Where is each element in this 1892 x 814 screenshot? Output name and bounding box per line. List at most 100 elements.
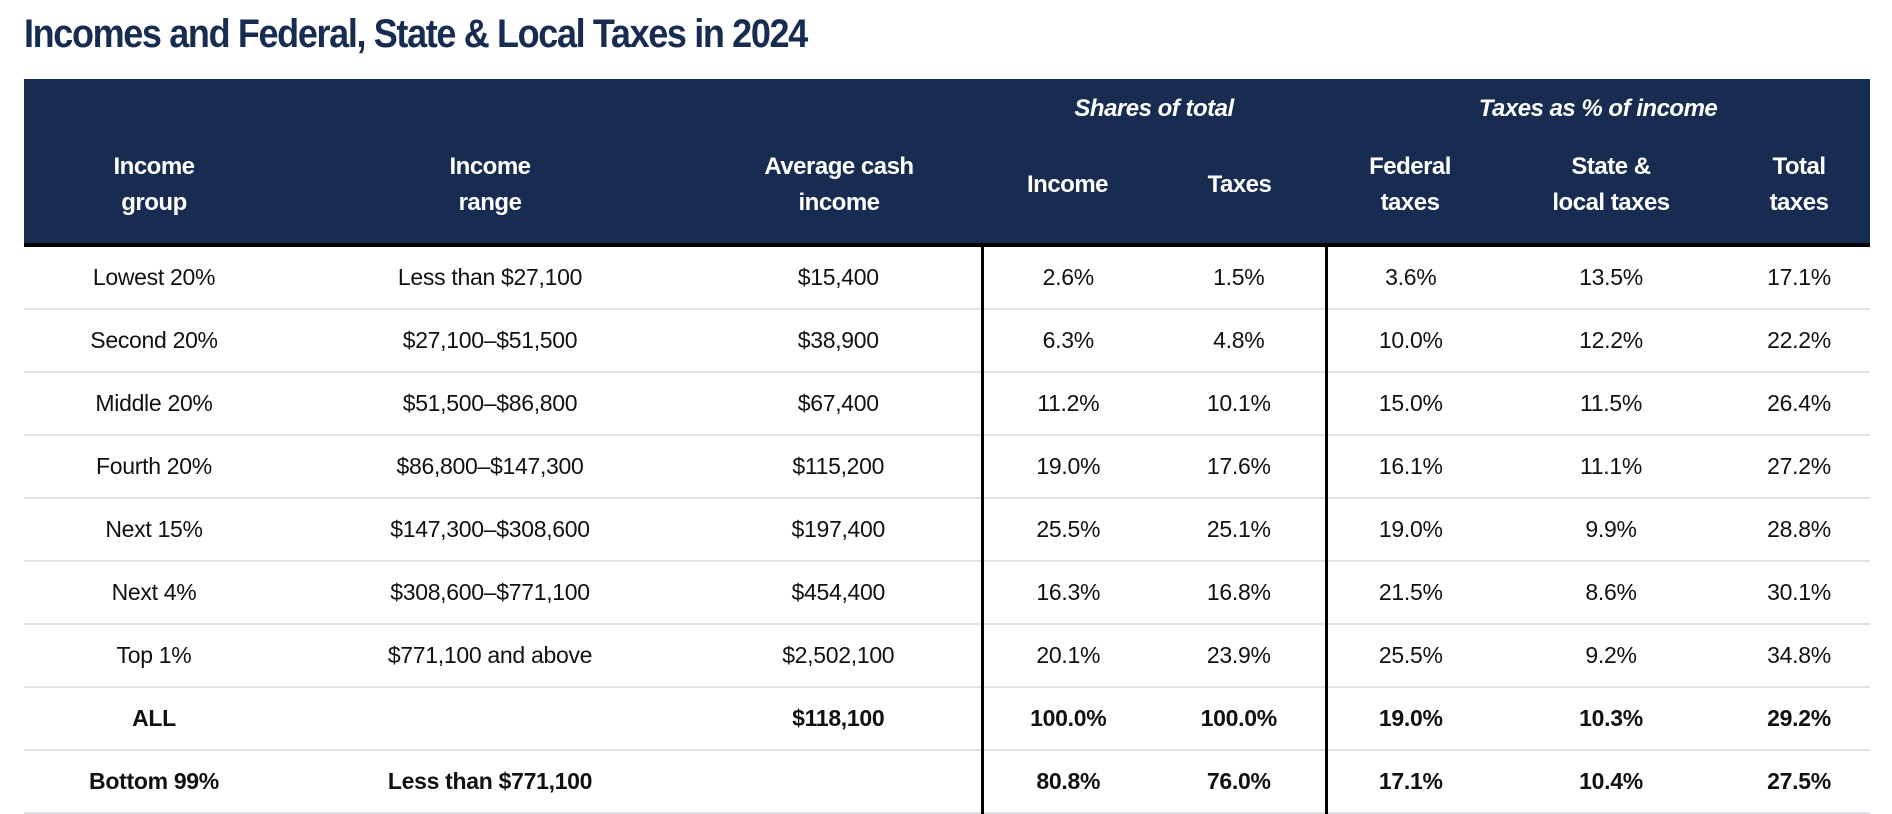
- table-row: Top 1% $771,100 and above $2,502,100 20.1% 2…: [24, 624, 1871, 688]
- cell-income-group: Top 1%: [24, 624, 284, 688]
- column-header-line: Average cash: [764, 153, 914, 180]
- cell-total-taxes-pct: 17.1%: [1728, 245, 1871, 310]
- cell-average-cash-income: $38,900: [696, 309, 982, 373]
- cell-average-cash-income: $454,400: [696, 561, 982, 625]
- table-row: ALL $118,100 100.0% 100.0% 19.0% 10.3% 29.2%: [24, 687, 1871, 751]
- cell-average-cash-income: $197,400: [696, 498, 982, 562]
- cell-total-taxes-pct: 26.4%: [1728, 372, 1871, 436]
- column-header-line: taxes: [1380, 189, 1440, 216]
- cell-total-taxes-pct: 34.8%: [1728, 624, 1871, 688]
- table-row: Fourth 20% $86,800–$147,300 $115,200 19.0% 1…: [24, 435, 1871, 499]
- cell-total-taxes-pct: 22.2%: [1728, 309, 1871, 373]
- cell-share-taxes: 4.8%: [1153, 309, 1327, 373]
- cell-share-taxes: 76.0%: [1153, 750, 1327, 814]
- column-header-line: range: [458, 189, 522, 216]
- cell-share-taxes: 25.1%: [1153, 498, 1327, 562]
- cell-share-income: 2.6%: [980, 245, 1153, 310]
- cell-state-local-taxes-pct: 10.4%: [1494, 750, 1729, 814]
- cell-income-range: $771,100 and above: [284, 624, 696, 688]
- cell-federal-taxes-pct: 25.5%: [1324, 624, 1495, 688]
- cell-share-taxes: 1.5%: [1153, 245, 1327, 310]
- cell-state-local-taxes-pct: 10.3%: [1494, 687, 1729, 751]
- cell-average-cash-income: $118,100: [696, 687, 982, 751]
- cell-total-taxes-pct: 30.1%: [1728, 561, 1871, 625]
- table-row: Middle 20% $51,500–$86,800 $67,400 11.2% 10.…: [24, 372, 1871, 436]
- cell-average-cash-income: $15,400: [696, 245, 982, 310]
- column-header-line: local taxes: [1552, 189, 1670, 216]
- cell-income-group: Fourth 20%: [24, 435, 284, 499]
- column-header-total-taxes-pct: Total taxes: [1728, 131, 1871, 247]
- cell-total-taxes-pct: 27.2%: [1728, 435, 1871, 499]
- cell-income-group: Second 20%: [24, 309, 284, 373]
- cell-federal-taxes-pct: 15.0%: [1324, 372, 1495, 436]
- table-row: Lowest 20% Less than $27,100 $15,400 2.6% 1.…: [24, 245, 1871, 310]
- table-row: Next 4% $308,600–$771,100 $454,400 16.3% 16.…: [24, 561, 1871, 625]
- cell-income-range: $51,500–$86,800: [284, 372, 696, 436]
- cell-federal-taxes-pct: 17.1%: [1324, 750, 1495, 814]
- cell-federal-taxes-pct: 19.0%: [1324, 687, 1495, 751]
- cell-total-taxes-pct: 28.8%: [1728, 498, 1871, 562]
- column-header-state-local-taxes-pct: State & local taxes: [1494, 131, 1729, 247]
- cell-average-cash-income: $2,502,100: [696, 624, 982, 688]
- column-header-income-group: Income group: [24, 131, 284, 247]
- cell-share-income: 80.8%: [980, 750, 1153, 814]
- cell-federal-taxes-pct: 10.0%: [1324, 309, 1495, 373]
- column-header-line: Federal: [1369, 153, 1451, 180]
- cell-income-group: Next 15%: [24, 498, 284, 562]
- column-header-line: Income: [1026, 171, 1109, 198]
- cell-income-range: $308,600–$771,100: [284, 561, 696, 625]
- page-title: Incomes and Federal, State & Local Taxes…: [24, 12, 808, 56]
- column-header-share-income: Income: [982, 131, 1153, 247]
- cell-share-taxes: 16.8%: [1153, 561, 1327, 625]
- cell-share-taxes: 100.0%: [1153, 687, 1327, 751]
- cell-share-income: 11.2%: [980, 372, 1153, 436]
- cell-state-local-taxes-pct: 9.9%: [1494, 498, 1729, 562]
- cell-share-taxes: 17.6%: [1153, 435, 1327, 499]
- cell-state-local-taxes-pct: 8.6%: [1494, 561, 1729, 625]
- cell-share-income: 6.3%: [980, 309, 1153, 373]
- cell-state-local-taxes-pct: 11.5%: [1494, 372, 1729, 436]
- column-header-line: income: [798, 189, 880, 216]
- income-tax-table: Shares of total Taxes as % of income Inc…: [24, 79, 1871, 814]
- cell-income-range: Less than $771,100: [284, 750, 696, 814]
- cell-share-taxes: 10.1%: [1153, 372, 1327, 436]
- cell-income-range: [284, 687, 696, 751]
- cell-share-income: 100.0%: [980, 687, 1153, 751]
- cell-total-taxes-pct: 27.5%: [1728, 750, 1871, 814]
- cell-state-local-taxes-pct: 12.2%: [1494, 309, 1729, 373]
- column-header-income-range: Income range: [284, 131, 696, 247]
- cell-average-cash-income: $115,200: [696, 435, 982, 499]
- table-row: Next 15% $147,300–$308,600 $197,400 25.5% 25…: [24, 498, 1871, 562]
- cell-share-income: 20.1%: [980, 624, 1153, 688]
- cell-state-local-taxes-pct: 9.2%: [1494, 624, 1729, 688]
- column-header-line: Income: [113, 153, 195, 180]
- cell-income-range: Less than $27,100: [284, 245, 696, 310]
- cell-share-taxes: 23.9%: [1153, 624, 1327, 688]
- cell-share-income: 19.0%: [980, 435, 1153, 499]
- cell-state-local-taxes-pct: 13.5%: [1494, 245, 1729, 310]
- column-header-line: taxes: [1769, 189, 1829, 216]
- header-group-taxes-pct: Taxes as % of income: [1326, 79, 1871, 131]
- column-header-line: group: [121, 189, 187, 216]
- column-header-line: Taxes: [1207, 171, 1272, 198]
- column-header-line: Income: [449, 153, 531, 180]
- cell-income-range: $147,300–$308,600: [284, 498, 696, 562]
- cell-federal-taxes-pct: 3.6%: [1324, 245, 1495, 310]
- cell-total-taxes-pct: 29.2%: [1728, 687, 1871, 751]
- cell-income-group: Middle 20%: [24, 372, 284, 436]
- cell-share-income: 25.5%: [980, 498, 1153, 562]
- cell-income-range: $27,100–$51,500: [284, 309, 696, 373]
- table-row: Second 20% $27,100–$51,500 $38,900 6.3% 4.8%…: [24, 309, 1871, 373]
- header-group-shares: Shares of total: [982, 79, 1327, 131]
- cell-income-group: ALL: [24, 687, 284, 751]
- column-header-line: Total: [1772, 153, 1826, 180]
- cell-income-group: Lowest 20%: [24, 245, 284, 310]
- table-row: Bottom 99% Less than $771,100 80.8% 76.0% 17…: [24, 750, 1871, 814]
- cell-federal-taxes-pct: 16.1%: [1324, 435, 1495, 499]
- column-header-share-taxes: Taxes: [1153, 131, 1327, 247]
- column-header-federal-taxes-pct: Federal taxes: [1326, 131, 1495, 247]
- cell-average-cash-income: [696, 750, 982, 814]
- cell-share-income: 16.3%: [980, 561, 1153, 625]
- cell-federal-taxes-pct: 19.0%: [1324, 498, 1495, 562]
- header-spacer: [24, 79, 982, 131]
